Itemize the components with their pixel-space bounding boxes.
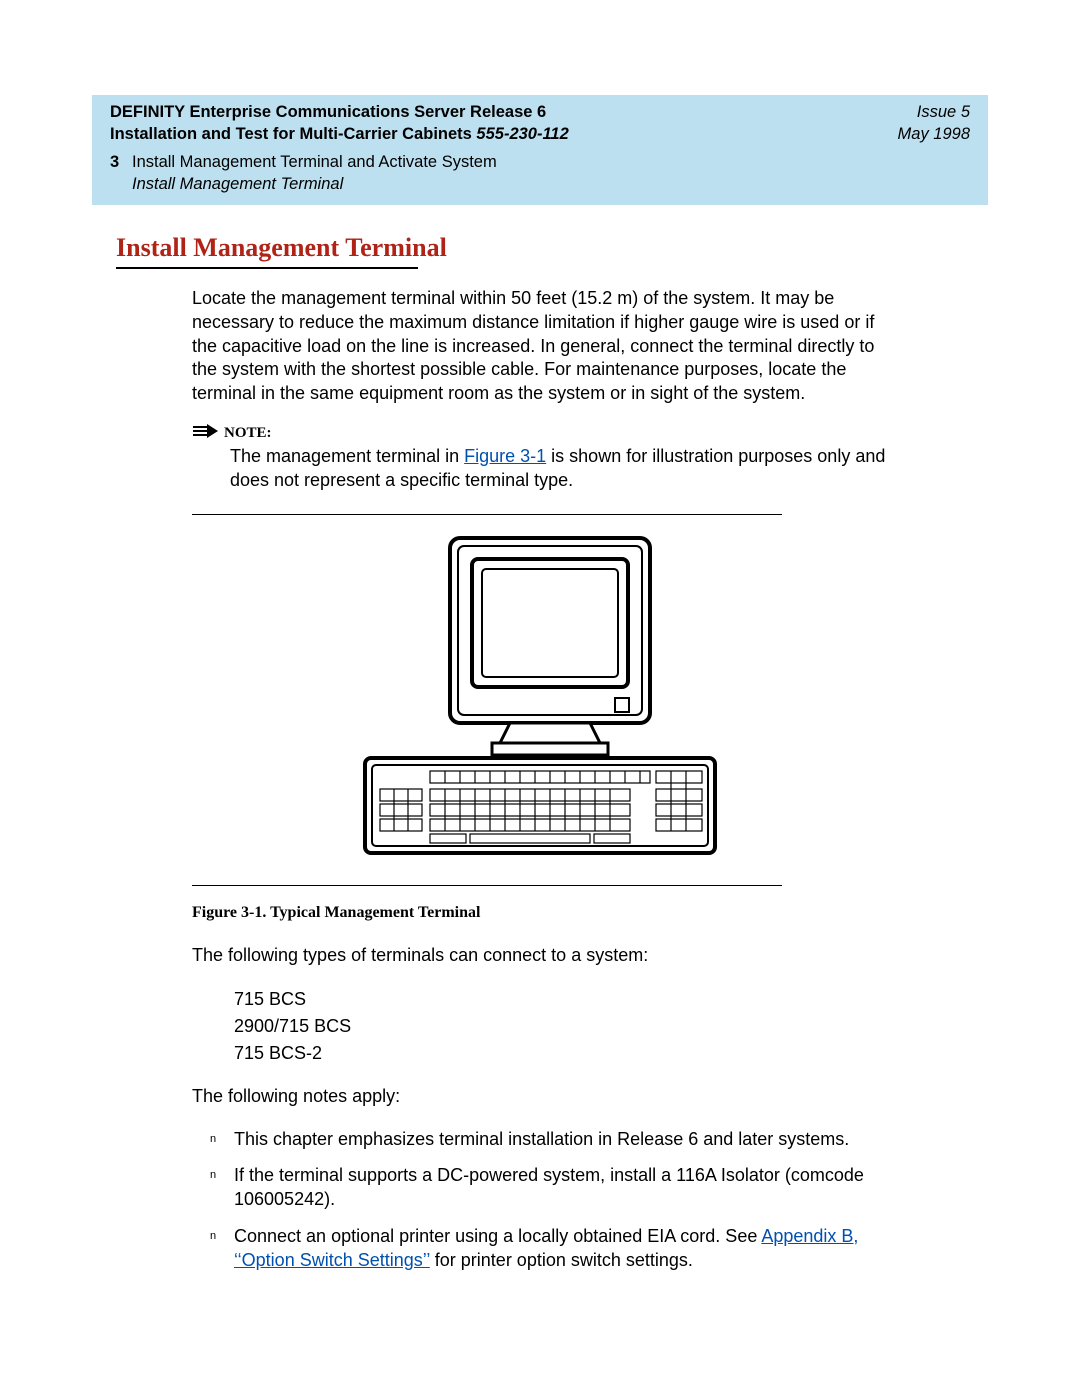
doc-number: 555-230-112 xyxy=(476,125,568,143)
title-rule xyxy=(116,267,418,269)
document-page: DEFINITY Enterprise Communications Serve… xyxy=(0,0,1080,1397)
section-title: Install Management Terminal xyxy=(116,233,988,263)
note-block: NOTE: The management terminal in Figure … xyxy=(192,424,888,493)
doc-title-line1: DEFINITY Enterprise Communications Serve… xyxy=(110,101,569,123)
bullet-mark: n xyxy=(210,1163,234,1212)
terminals-intro: The following types of terminals can con… xyxy=(192,944,888,968)
bullet-item: n Connect an optional printer using a lo… xyxy=(210,1224,888,1273)
terminal-type-item: 715 BCS xyxy=(234,986,888,1013)
doc-title-block: DEFINITY Enterprise Communications Serve… xyxy=(110,101,569,146)
figure-3-1-link[interactable]: Figure 3-1 xyxy=(464,446,546,466)
figure-rule-top xyxy=(192,514,782,515)
note-label: NOTE: xyxy=(224,425,272,442)
terminal-type-list: 715 BCS 2900/715 BCS 715 BCS-2 xyxy=(234,986,888,1067)
page-header: DEFINITY Enterprise Communications Serve… xyxy=(92,95,988,205)
breadcrumb: 3 Install Management Terminal and Activa… xyxy=(110,151,970,196)
figure-caption: Figure 3-1. Typical Management Terminal xyxy=(192,904,988,922)
note-text: The management terminal in Figure 3-1 is… xyxy=(230,445,888,493)
bullet-item: n If the terminal supports a DC-powered … xyxy=(210,1163,888,1212)
page-content: Install Management Terminal Locate the m… xyxy=(92,205,988,1272)
terminal-illustration xyxy=(360,533,720,863)
breadcrumb-l1: Install Management Terminal and Activate… xyxy=(132,151,497,173)
bullet-mark: n xyxy=(210,1127,234,1151)
bullet-mark: n xyxy=(210,1224,234,1273)
intro-paragraph: Locate the management terminal within 50… xyxy=(192,287,888,406)
terminal-type-item: 2900/715 BCS xyxy=(234,1013,888,1040)
figure-rule-bottom xyxy=(192,885,782,886)
terminal-type-item: 715 BCS-2 xyxy=(234,1040,888,1067)
notes-intro: The following notes apply: xyxy=(192,1085,888,1109)
doc-date: May 1998 xyxy=(898,123,970,145)
figure-3-1 xyxy=(192,533,888,863)
chapter-number: 3 xyxy=(110,151,132,196)
breadcrumb-l2: Install Management Terminal xyxy=(132,173,497,195)
doc-issue-block: Issue 5 May 1998 xyxy=(898,101,970,146)
note-arrow-icon xyxy=(192,424,218,443)
doc-title-line2: Installation and Test for Multi-Carrier … xyxy=(110,123,569,145)
doc-issue: Issue 5 xyxy=(898,101,970,123)
bullet-item: n This chapter emphasizes terminal insta… xyxy=(210,1127,888,1151)
notes-bullet-list: n This chapter emphasizes terminal insta… xyxy=(210,1127,888,1272)
